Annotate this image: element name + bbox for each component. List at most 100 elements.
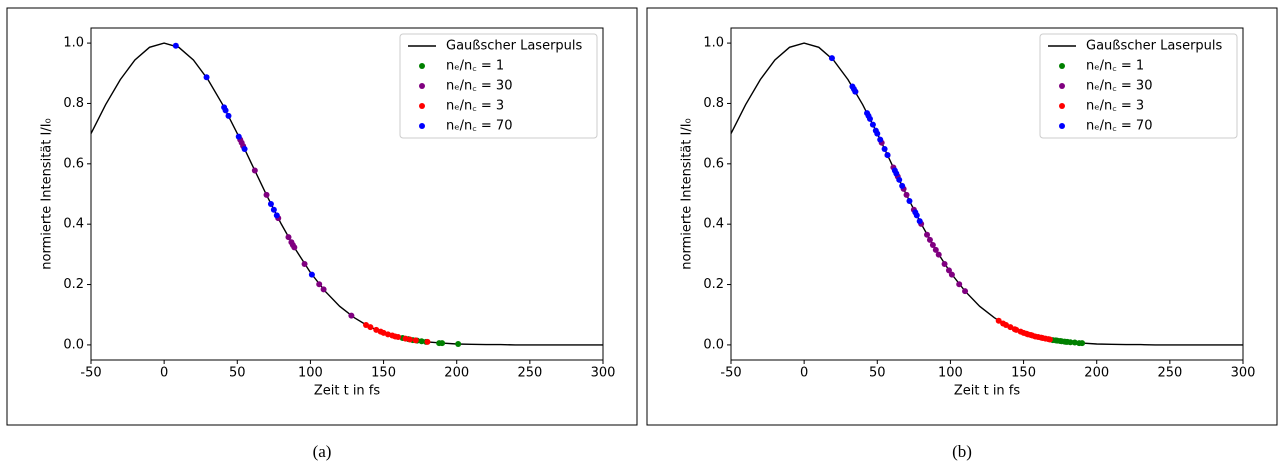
y-tick-label: 1.0 (63, 36, 84, 51)
x-tick-label: 250 (1157, 366, 1182, 381)
axes-frame (90, 27, 604, 361)
legend-label: nₑ/n꜀ = 70 (446, 119, 512, 134)
x-tick-label: 50 (869, 366, 886, 381)
legend-marker (1059, 123, 1065, 129)
legend-label: nₑ/n꜀ = 30 (1086, 79, 1152, 94)
data-point (828, 55, 835, 62)
data-point (924, 231, 931, 238)
x-tick-label: 200 (1084, 366, 1109, 381)
caption: (a) (313, 442, 332, 461)
data-point (439, 340, 446, 347)
data-point (1067, 339, 1074, 346)
data-point (241, 146, 248, 153)
data-point (852, 88, 859, 95)
legend-box (1039, 33, 1238, 139)
y-tick-label: 0.8 (63, 96, 84, 111)
x-tick-label: 50 (229, 366, 246, 381)
data-point (948, 271, 955, 278)
x-tick-label: 0 (800, 366, 808, 381)
data-point (945, 267, 952, 274)
data-point (884, 152, 891, 159)
y-tick-label: 0.2 (703, 277, 724, 292)
data-point (896, 176, 903, 183)
data-point (877, 136, 884, 143)
data-point (995, 317, 1002, 324)
data-point (320, 286, 327, 293)
data-point (348, 312, 355, 319)
legend-label: nₑ/n꜀ = 3 (1086, 99, 1144, 114)
curve (730, 42, 1243, 346)
panel-frame (646, 7, 1278, 426)
y-axis-label: normierte Intensität I/I₀ (40, 118, 55, 270)
y-tick-label: 0.4 (63, 217, 84, 232)
data-point (270, 206, 277, 213)
legend-label: Gaußscher Laserpuls (1086, 39, 1223, 54)
legend-label: nₑ/n꜀ = 30 (446, 79, 512, 94)
data-point (406, 336, 413, 343)
legend-box (399, 33, 598, 139)
legend-marker (419, 63, 425, 69)
x-tick-label: 100 (938, 366, 963, 381)
data-point (225, 112, 232, 119)
data-point (424, 338, 431, 345)
data-point (412, 337, 419, 344)
data-point (893, 170, 900, 177)
data-point (222, 107, 229, 114)
x-tick-label: 250 (517, 366, 542, 381)
data-point (881, 146, 888, 153)
data-point (1071, 339, 1078, 346)
data-point (172, 42, 179, 49)
data-point (263, 191, 270, 198)
y-tick-label: 0.0 (703, 337, 724, 352)
y-tick-label: 0.4 (703, 217, 724, 232)
data-point (1046, 336, 1053, 343)
x-tick-label: -50 (720, 366, 741, 381)
x-tick-label: 300 (1231, 366, 1256, 381)
legend-marker (419, 103, 425, 109)
x-tick-label: 200 (444, 366, 469, 381)
y-tick-label: 0.2 (63, 277, 84, 292)
data-point (267, 200, 274, 207)
data-point (906, 197, 913, 204)
legend-marker (1059, 63, 1065, 69)
data-point (455, 341, 462, 348)
data-point (418, 338, 425, 345)
x-tick-label: 150 (1011, 366, 1036, 381)
data-point (203, 74, 210, 81)
data-point (367, 324, 374, 331)
legend-marker (1059, 83, 1065, 89)
y-axis-label: normierte Intensität I/I₀ (680, 118, 695, 270)
x-tick-label: 150 (371, 366, 396, 381)
data-point (929, 242, 936, 249)
data-point (1079, 340, 1086, 347)
data-point (935, 251, 942, 258)
y-tick-label: 0.8 (703, 96, 724, 111)
legend-label: nₑ/n꜀ = 3 (446, 99, 504, 114)
legend-marker (419, 123, 425, 129)
x-tick-label: 0 (160, 366, 168, 381)
y-tick-label: 1.0 (703, 36, 724, 51)
x-axis-label: Zeit t in fs (314, 384, 381, 399)
y-tick-label: 0.6 (703, 156, 724, 171)
data-point (308, 271, 315, 278)
data-point (291, 244, 298, 251)
data-point (926, 236, 933, 243)
legend-label: nₑ/n꜀ = 70 (1086, 119, 1152, 134)
data-point (903, 191, 910, 198)
y-tick-label: 0.6 (63, 156, 84, 171)
legend-marker (1059, 103, 1065, 109)
data-point (962, 288, 969, 295)
legend-marker (419, 83, 425, 89)
data-point (916, 218, 923, 225)
caption: (b) (952, 442, 972, 461)
data-point (874, 130, 881, 137)
axes-frame (730, 27, 1244, 361)
data-point (932, 246, 939, 253)
data-point (395, 334, 402, 341)
data-point (301, 261, 308, 268)
data-point (913, 212, 920, 219)
data-point (956, 281, 963, 288)
x-tick-label: -50 (80, 366, 101, 381)
